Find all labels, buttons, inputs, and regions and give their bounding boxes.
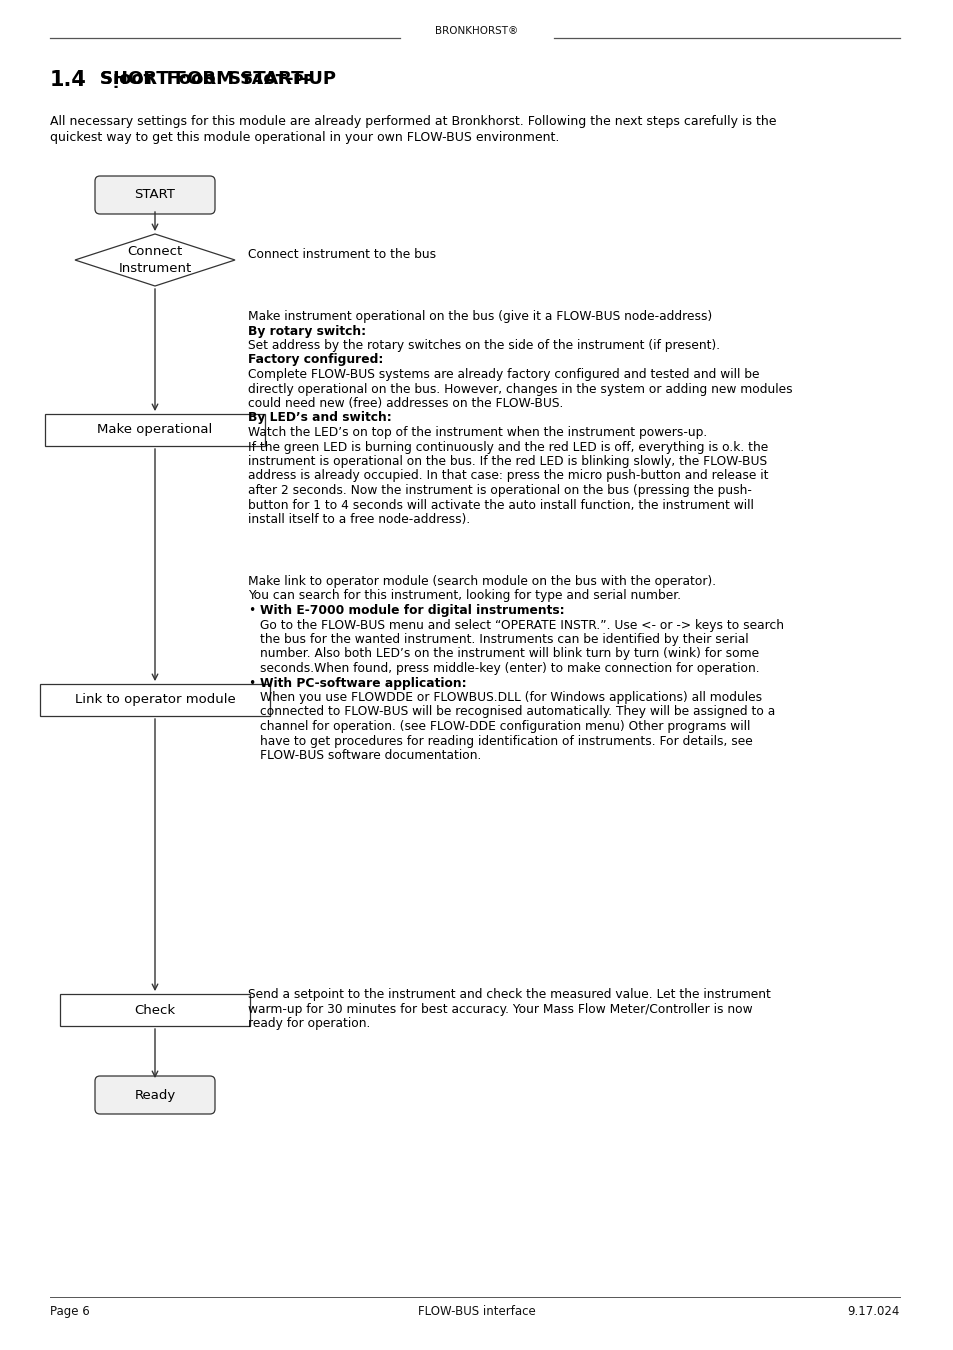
Text: Make operational: Make operational (97, 424, 213, 436)
Text: Page 6: Page 6 (50, 1305, 90, 1318)
Text: SHORT FORM START-UP: SHORT FORM START-UP (100, 70, 335, 88)
Text: Make link to operator module (search module on the bus with the operator).: Make link to operator module (search mod… (248, 575, 716, 589)
Text: Link to operator module: Link to operator module (74, 694, 235, 706)
Text: BRONKHORST®: BRONKHORST® (435, 26, 518, 36)
Text: Connect instrument to the bus: Connect instrument to the bus (248, 248, 436, 262)
Bar (45, 414, 265, 446)
Text: Factory configured:: Factory configured: (248, 354, 383, 366)
Text: instrument is operational on the bus. If the red LED is blinking slowly, the FLO: instrument is operational on the bus. If… (248, 455, 766, 468)
Text: Connect
Instrument: Connect Instrument (118, 244, 192, 275)
FancyBboxPatch shape (95, 1076, 214, 1114)
Text: Sᴉᴏᴏᴛ  Fᴏᴏᴏ  Sᴛᴀᴏᴛ-ᴘᴘ: Sᴉᴏᴏᴛ Fᴏᴏᴏ Sᴛᴀᴏᴛ-ᴘᴘ (100, 70, 314, 88)
Text: could need new (free) addresses on the FLOW-BUS.: could need new (free) addresses on the F… (248, 397, 563, 410)
Text: All necessary settings for this module are already performed at Bronkhorst. Foll: All necessary settings for this module a… (50, 115, 776, 128)
Text: ready for operation.: ready for operation. (248, 1017, 370, 1030)
Text: directly operational on the bus. However, changes in the system or adding new mo: directly operational on the bus. However… (248, 382, 792, 396)
Text: Set address by the rotary switches on the side of the instrument (if present).: Set address by the rotary switches on th… (248, 339, 720, 352)
Text: have to get procedures for reading identification of instruments. For details, s: have to get procedures for reading ident… (260, 734, 752, 748)
Text: You can search for this instrument, looking for type and serial number.: You can search for this instrument, look… (248, 590, 680, 602)
Text: channel for operation. (see FLOW-DDE configuration menu) Other programs will: channel for operation. (see FLOW-DDE con… (260, 720, 750, 733)
Text: •: • (248, 676, 255, 690)
Text: warm-up for 30 minutes for best accuracy. Your Mass Flow Meter/Controller is now: warm-up for 30 minutes for best accuracy… (248, 1003, 752, 1015)
Text: 9.17.024: 9.17.024 (846, 1305, 899, 1318)
Text: If the green LED is burning continuously and the red LED is off, everything is o: If the green LED is burning continuously… (248, 440, 767, 454)
Bar (40, 684, 270, 716)
Text: connected to FLOW-BUS will be recognised automatically. They will be assigned to: connected to FLOW-BUS will be recognised… (260, 706, 775, 718)
Text: Go to the FLOW-BUS menu and select “OPERATE INSTR.”. Use <- or -> keys to search: Go to the FLOW-BUS menu and select “OPER… (260, 618, 783, 632)
Text: seconds.When found, press middle-key (enter) to make connection for operation.: seconds.When found, press middle-key (en… (260, 662, 759, 675)
Text: With E-7000 module for digital instruments:: With E-7000 module for digital instrumen… (260, 603, 564, 617)
Text: START: START (134, 189, 175, 201)
Text: FLOW-BUS software documentation.: FLOW-BUS software documentation. (260, 749, 481, 761)
Text: Ready: Ready (134, 1088, 175, 1102)
Text: When you use FLOWDDE or FLOWBUS.DLL (for Windows applications) all modules: When you use FLOWDDE or FLOWBUS.DLL (for… (260, 691, 761, 703)
Text: button for 1 to 4 seconds will activate the auto install function, the instrumen: button for 1 to 4 seconds will activate … (248, 498, 753, 512)
Text: the bus for the wanted instrument. Instruments can be identified by their serial: the bus for the wanted instrument. Instr… (260, 633, 748, 647)
Text: install itself to a free node-address).: install itself to a free node-address). (248, 513, 470, 526)
Text: number. Also both LED’s on the instrument will blink turn by turn (wink) for som: number. Also both LED’s on the instrumen… (260, 648, 759, 660)
Text: By rotary switch:: By rotary switch: (248, 324, 366, 338)
Text: Send a setpoint to the instrument and check the measured value. Let the instrume: Send a setpoint to the instrument and ch… (248, 988, 770, 1000)
Text: after 2 seconds. Now the instrument is operational on the bus (pressing the push: after 2 seconds. Now the instrument is o… (248, 485, 751, 497)
Bar (60, 994, 250, 1026)
Text: •: • (248, 603, 255, 617)
Text: Make instrument operational on the bus (give it a FLOW-BUS node-address): Make instrument operational on the bus (… (248, 310, 712, 323)
Polygon shape (75, 234, 234, 286)
Text: address is already occupied. In that case: press the micro push-button and relea: address is already occupied. In that cas… (248, 470, 768, 482)
Text: FLOW-BUS interface: FLOW-BUS interface (417, 1305, 536, 1318)
Text: quickest way to get this module operational in your own FLOW-BUS environment.: quickest way to get this module operatio… (50, 131, 558, 144)
Text: Complete FLOW-BUS systems are already factory configured and tested and will be: Complete FLOW-BUS systems are already fa… (248, 369, 759, 381)
Text: Watch the LED’s on top of the instrument when the instrument powers-up.: Watch the LED’s on top of the instrument… (248, 427, 706, 439)
Text: By LED’s and switch:: By LED’s and switch: (248, 412, 392, 424)
Text: 1.4: 1.4 (50, 70, 87, 90)
Text: With PC-software application:: With PC-software application: (260, 676, 466, 690)
Text: Check: Check (134, 1003, 175, 1017)
FancyBboxPatch shape (95, 176, 214, 215)
